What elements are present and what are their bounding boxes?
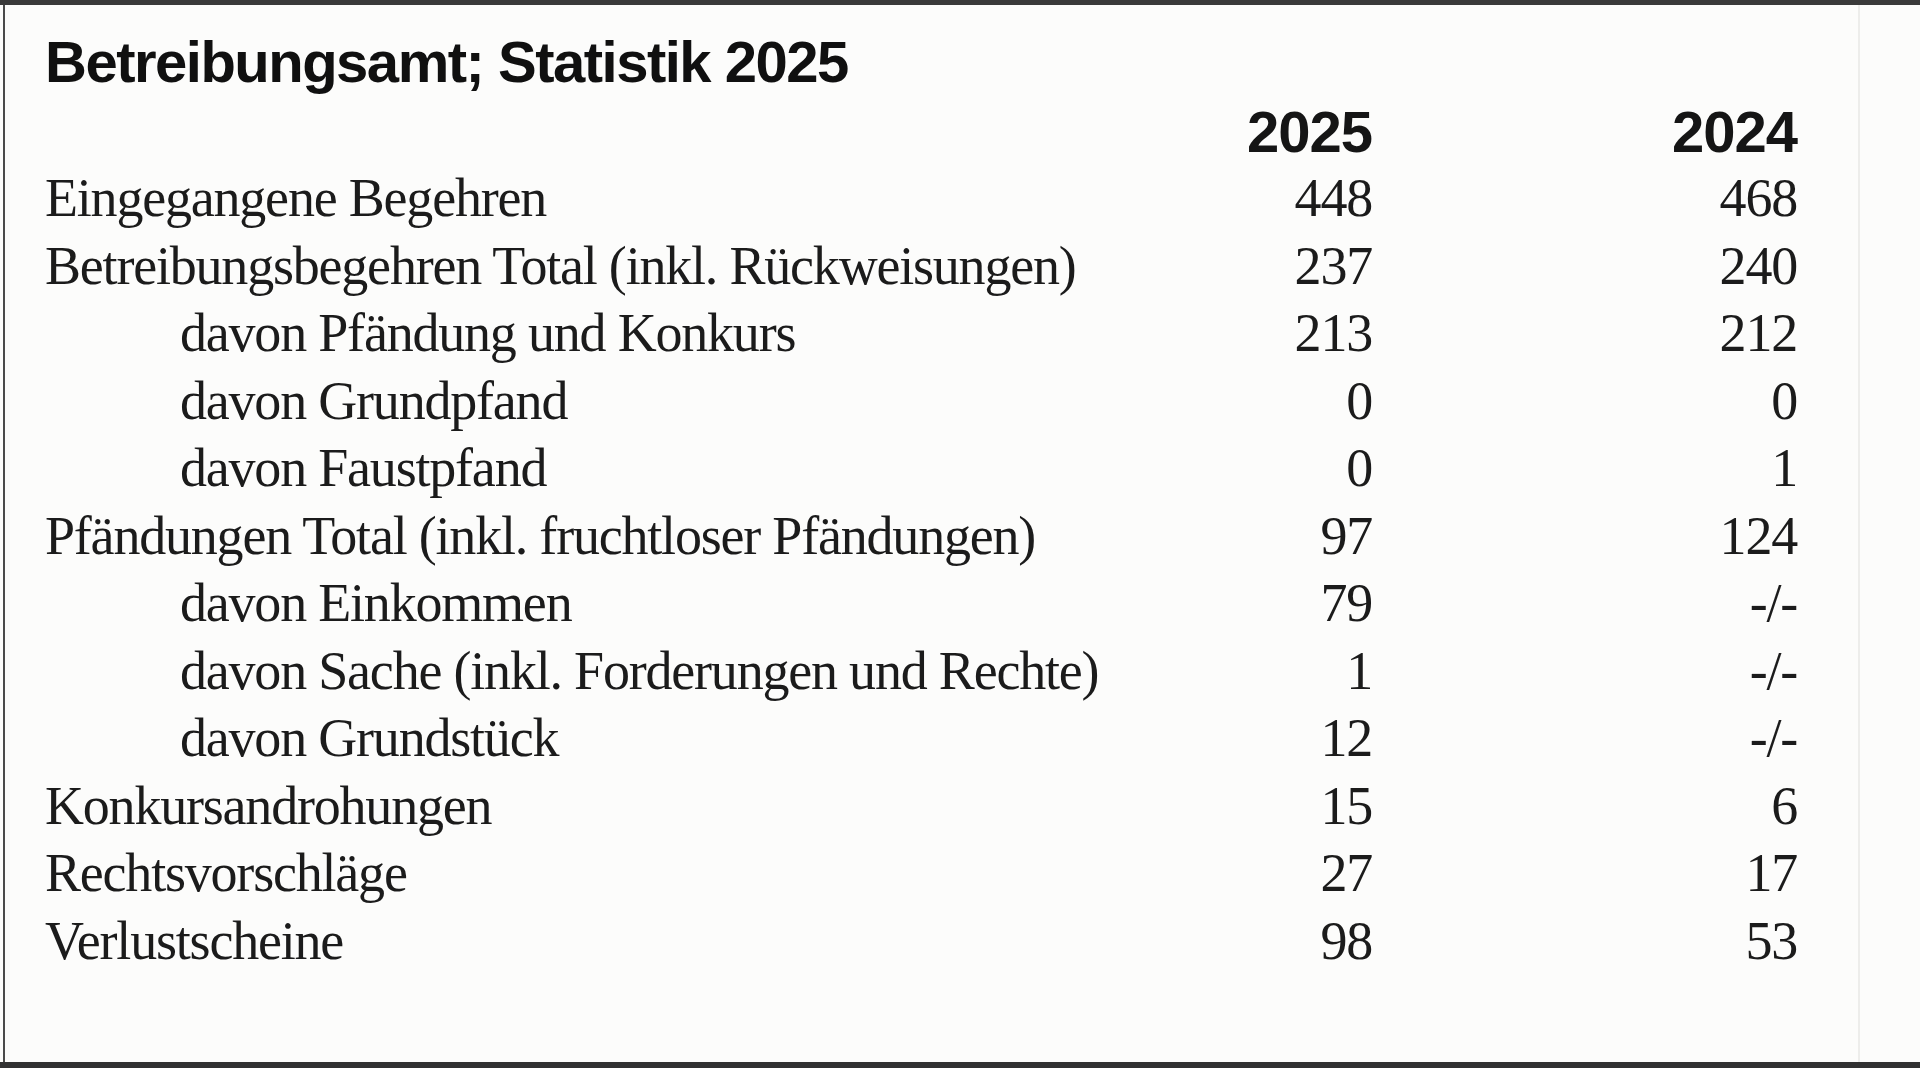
header-spacer [45, 99, 1212, 165]
value-2024: 240 [1372, 233, 1797, 301]
value-2024: 6 [1372, 773, 1797, 841]
table-rows: Eingegangene Begehren 448 468 Betreibung… [45, 165, 1797, 975]
value-2025: 98 [1212, 908, 1372, 976]
value-2024: 0 [1372, 368, 1797, 436]
value-2024: -/- [1372, 638, 1797, 706]
scanned-statistics-page: Betreibungsamt; Statistik 2025 2025 2024… [0, 0, 1920, 1068]
year-header-row: 2025 2024 [45, 99, 1797, 165]
table-row: Konkursandrohungen 15 6 [45, 773, 1797, 841]
value-2025: 1 [1212, 638, 1372, 706]
value-2025: 0 [1212, 435, 1372, 503]
row-label: davon Pfändung und Konkurs [45, 300, 1212, 368]
table-row: Betreibungsbegehren Total (inkl. Rückwei… [45, 233, 1797, 301]
value-2025: 213 [1212, 300, 1372, 368]
table-row: davon Einkommen 79 -/- [45, 570, 1797, 638]
row-label: Pfändungen Total (inkl. fruchtloser Pfän… [45, 503, 1212, 571]
column-header-2024: 2024 [1372, 99, 1797, 165]
value-2024: 53 [1372, 908, 1797, 976]
table-row: Verlustscheine 98 53 [45, 908, 1797, 976]
table-row: Eingegangene Begehren 448 468 [45, 165, 1797, 233]
row-label: davon Grundstück [45, 705, 1212, 773]
value-2025: 97 [1212, 503, 1372, 571]
page-title: Betreibungsamt; Statistik 2025 [45, 27, 1797, 97]
row-label: davon Sache (inkl. Forderungen und Recht… [45, 638, 1212, 706]
table-row: davon Grundstück 12 -/- [45, 705, 1797, 773]
left-border-rule [3, 5, 5, 1062]
row-label: Eingegangene Begehren [45, 165, 1212, 233]
value-2024: 1 [1372, 435, 1797, 503]
value-2024: 124 [1372, 503, 1797, 571]
value-2025: 15 [1212, 773, 1372, 841]
row-label: davon Grundpfand [45, 368, 1212, 436]
value-2024: 468 [1372, 165, 1797, 233]
value-2025: 79 [1212, 570, 1372, 638]
table-row: davon Sache (inkl. Forderungen und Recht… [45, 638, 1797, 706]
table-row: davon Pfändung und Konkurs 213 212 [45, 300, 1797, 368]
row-label: Betreibungsbegehren Total (inkl. Rückwei… [45, 233, 1212, 301]
statistics-table: Betreibungsamt; Statistik 2025 2025 2024… [45, 5, 1797, 975]
table-row: Rechtsvorschläge 27 17 [45, 840, 1797, 908]
value-2024: 17 [1372, 840, 1797, 908]
row-label: Rechtsvorschläge [45, 840, 1212, 908]
value-2024: -/- [1372, 705, 1797, 773]
value-2025: 12 [1212, 705, 1372, 773]
table-row: davon Grundpfand 0 0 [45, 368, 1797, 436]
row-label: Verlustscheine [45, 908, 1212, 976]
value-2025: 27 [1212, 840, 1372, 908]
row-label: Konkursandrohungen [45, 773, 1212, 841]
value-2024: -/- [1372, 570, 1797, 638]
value-2025: 0 [1212, 368, 1372, 436]
value-2024: 212 [1372, 300, 1797, 368]
table-row: Pfändungen Total (inkl. fruchtloser Pfän… [45, 503, 1797, 571]
right-border-rule [1858, 5, 1860, 1062]
value-2025: 237 [1212, 233, 1372, 301]
row-label: davon Einkommen [45, 570, 1212, 638]
column-header-2025: 2025 [1212, 99, 1372, 165]
value-2025: 448 [1212, 165, 1372, 233]
row-label: davon Faustpfand [45, 435, 1212, 503]
table-row: davon Faustpfand 0 1 [45, 435, 1797, 503]
